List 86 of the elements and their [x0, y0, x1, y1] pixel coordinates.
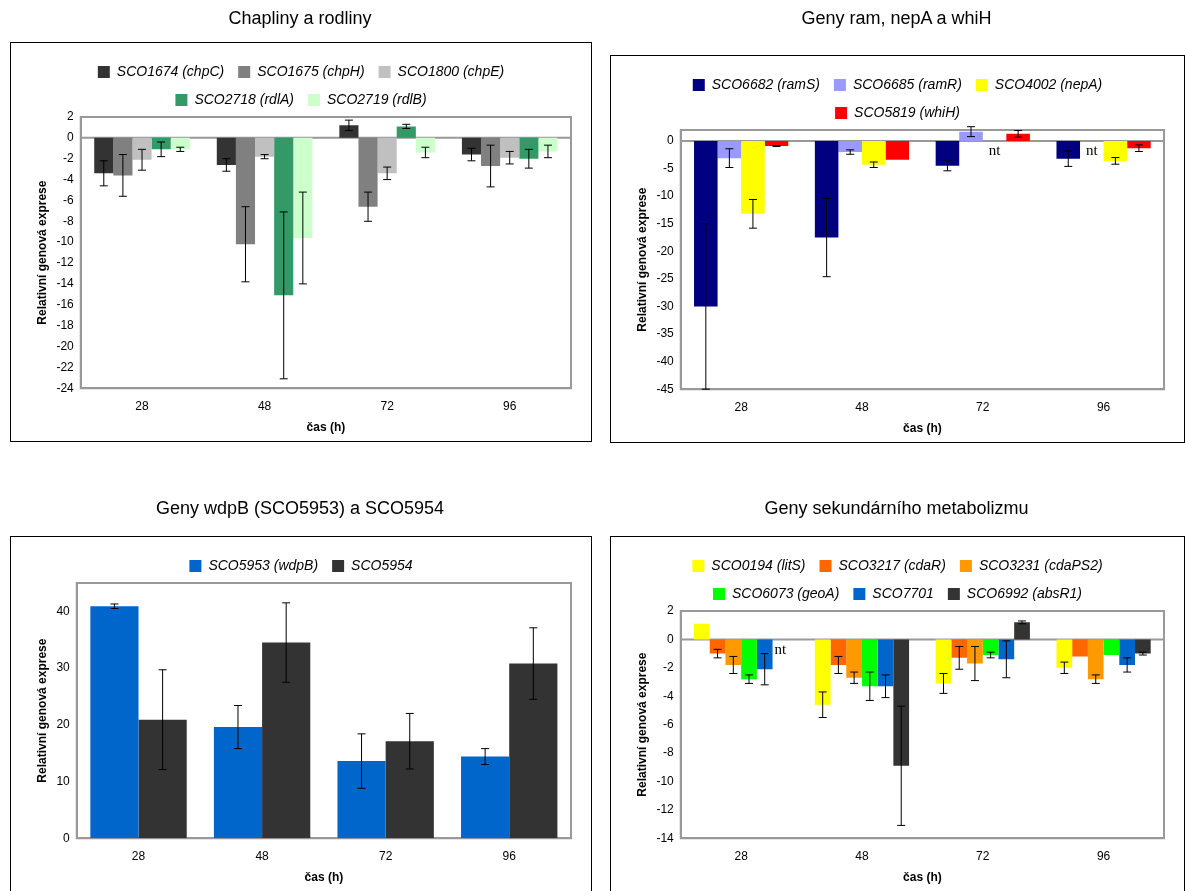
legend-label: SCO1674 (chpC) — [116, 62, 225, 79]
y-tick-label: 0 — [667, 631, 675, 646]
y-tick-label: -6 — [663, 716, 675, 731]
x-axis-title: čas (h) — [306, 420, 346, 435]
y-axis-title: Relativní genová exprese — [34, 638, 49, 783]
y-tick-label: -2 — [63, 151, 75, 166]
y-tick-label: -20 — [56, 338, 75, 353]
chart-title: Geny ram, nepA a whiH — [800, 8, 993, 29]
x-tick-label: 72 — [380, 398, 395, 413]
y-tick-label: -8 — [63, 213, 75, 228]
legend-label: SCO2719 (rdlB) — [327, 90, 427, 107]
legend-label: SCO5819 (whiH) — [854, 103, 960, 120]
legend-label: SCO4002 (nepA) — [994, 75, 1103, 92]
y-axis-title: Relativní genová exprese — [634, 187, 649, 332]
text: nt — [1085, 142, 1098, 159]
y-tick-label: -22 — [56, 359, 75, 374]
x-tick-label: 48 — [855, 848, 869, 863]
chart-title: Chapliny a rodliny — [227, 8, 373, 29]
x-tick-label: 96 — [502, 848, 517, 863]
y-tick-label: -18 — [56, 317, 75, 332]
text: nt — [774, 640, 787, 657]
x-axis-title: čas (h) — [304, 870, 344, 885]
chart-title: Geny sekundárního metabolizmu — [763, 498, 1030, 519]
y-tick-label: 40 — [56, 603, 71, 618]
x-tick-label: 72 — [976, 399, 990, 414]
y-tick-label: 0 — [63, 830, 71, 845]
y-tick-label: 20 — [56, 717, 71, 732]
legend-label: SCO5953 (wdpB) — [208, 556, 319, 573]
y-tick-label: 2 — [67, 109, 75, 124]
x-axis-title: čas (h) — [903, 421, 942, 436]
x-tick-label: 28 — [734, 848, 749, 863]
legend-label: SCO5954 — [351, 556, 413, 573]
legend-label: SCO7701 — [872, 584, 934, 601]
legend-label: SCO1800 (chpE) — [397, 62, 505, 79]
y-tick-label: 0 — [67, 130, 75, 145]
legend-label: SCO6992 (absR1) — [966, 584, 1083, 601]
x-tick-label: 72 — [378, 848, 393, 863]
y-tick-label: -24 — [56, 380, 75, 395]
x-tick-label: 48 — [855, 399, 869, 414]
text: nt — [988, 142, 1001, 159]
y-axis-title: Relativní genová exprese — [634, 652, 649, 797]
y-tick-label: -10 — [56, 234, 75, 249]
x-tick-label: 96 — [1096, 848, 1111, 863]
y-tick-label: -40 — [656, 353, 675, 368]
legend-label: SCO6685 (ramR) — [852, 75, 962, 92]
y-tick-label: -8 — [663, 745, 675, 760]
chart-title: Geny wdpB (SCO5953) a SCO5954 — [154, 498, 446, 519]
x-tick-label: 72 — [976, 848, 990, 863]
x-tick-label: 28 — [734, 399, 749, 414]
x-tick-label: 96 — [1096, 399, 1111, 414]
legend-label: SCO1675 (chpH) — [257, 62, 365, 79]
y-tick-label: -10 — [656, 773, 675, 788]
y-tick-label: -25 — [656, 271, 675, 286]
x-tick-label: 96 — [503, 398, 517, 413]
legend-label: SCO3217 (cdaR) — [838, 556, 946, 573]
y-tick-label: -30 — [656, 298, 675, 313]
y-tick-label: 2 — [667, 603, 675, 618]
x-axis-title: čas (h) — [903, 870, 942, 885]
y-tick-label: 10 — [56, 773, 71, 788]
y-tick-label: -15 — [656, 216, 675, 231]
x-tick-label: 28 — [131, 848, 146, 863]
y-tick-label: -16 — [56, 297, 75, 312]
y-tick-label: -10 — [656, 188, 675, 203]
y-axis-title: Relativní genová exprese — [34, 180, 49, 325]
y-tick-label: 30 — [56, 660, 71, 675]
y-tick-label: -6 — [63, 192, 75, 207]
y-tick-label: -14 — [56, 276, 75, 291]
y-tick-label: -4 — [663, 688, 675, 703]
x-tick-label: 48 — [255, 848, 270, 863]
x-tick-label: 48 — [257, 398, 272, 413]
y-tick-label: -14 — [656, 830, 675, 845]
legend-label: SCO0194 (litS) — [711, 556, 806, 573]
legend-label: SCO6682 (ramS) — [711, 75, 820, 92]
y-tick-label: -4 — [63, 171, 75, 186]
y-tick-label: -35 — [656, 326, 675, 341]
legend-label: SCO2718 (rdlA) — [194, 90, 294, 107]
legend-label: SCO6073 (geoA) — [731, 584, 840, 601]
x-tick-label: 28 — [135, 398, 150, 413]
y-tick-label: -45 — [656, 381, 675, 396]
y-tick-label: 0 — [667, 133, 675, 148]
y-tick-label: -12 — [56, 255, 75, 270]
y-tick-label: -12 — [656, 802, 675, 817]
y-tick-label: -20 — [656, 243, 675, 258]
y-tick-label: -2 — [663, 660, 675, 675]
y-tick-label: -5 — [663, 160, 675, 175]
legend-label: SCO3231 (cdaPS2) — [978, 556, 1103, 573]
